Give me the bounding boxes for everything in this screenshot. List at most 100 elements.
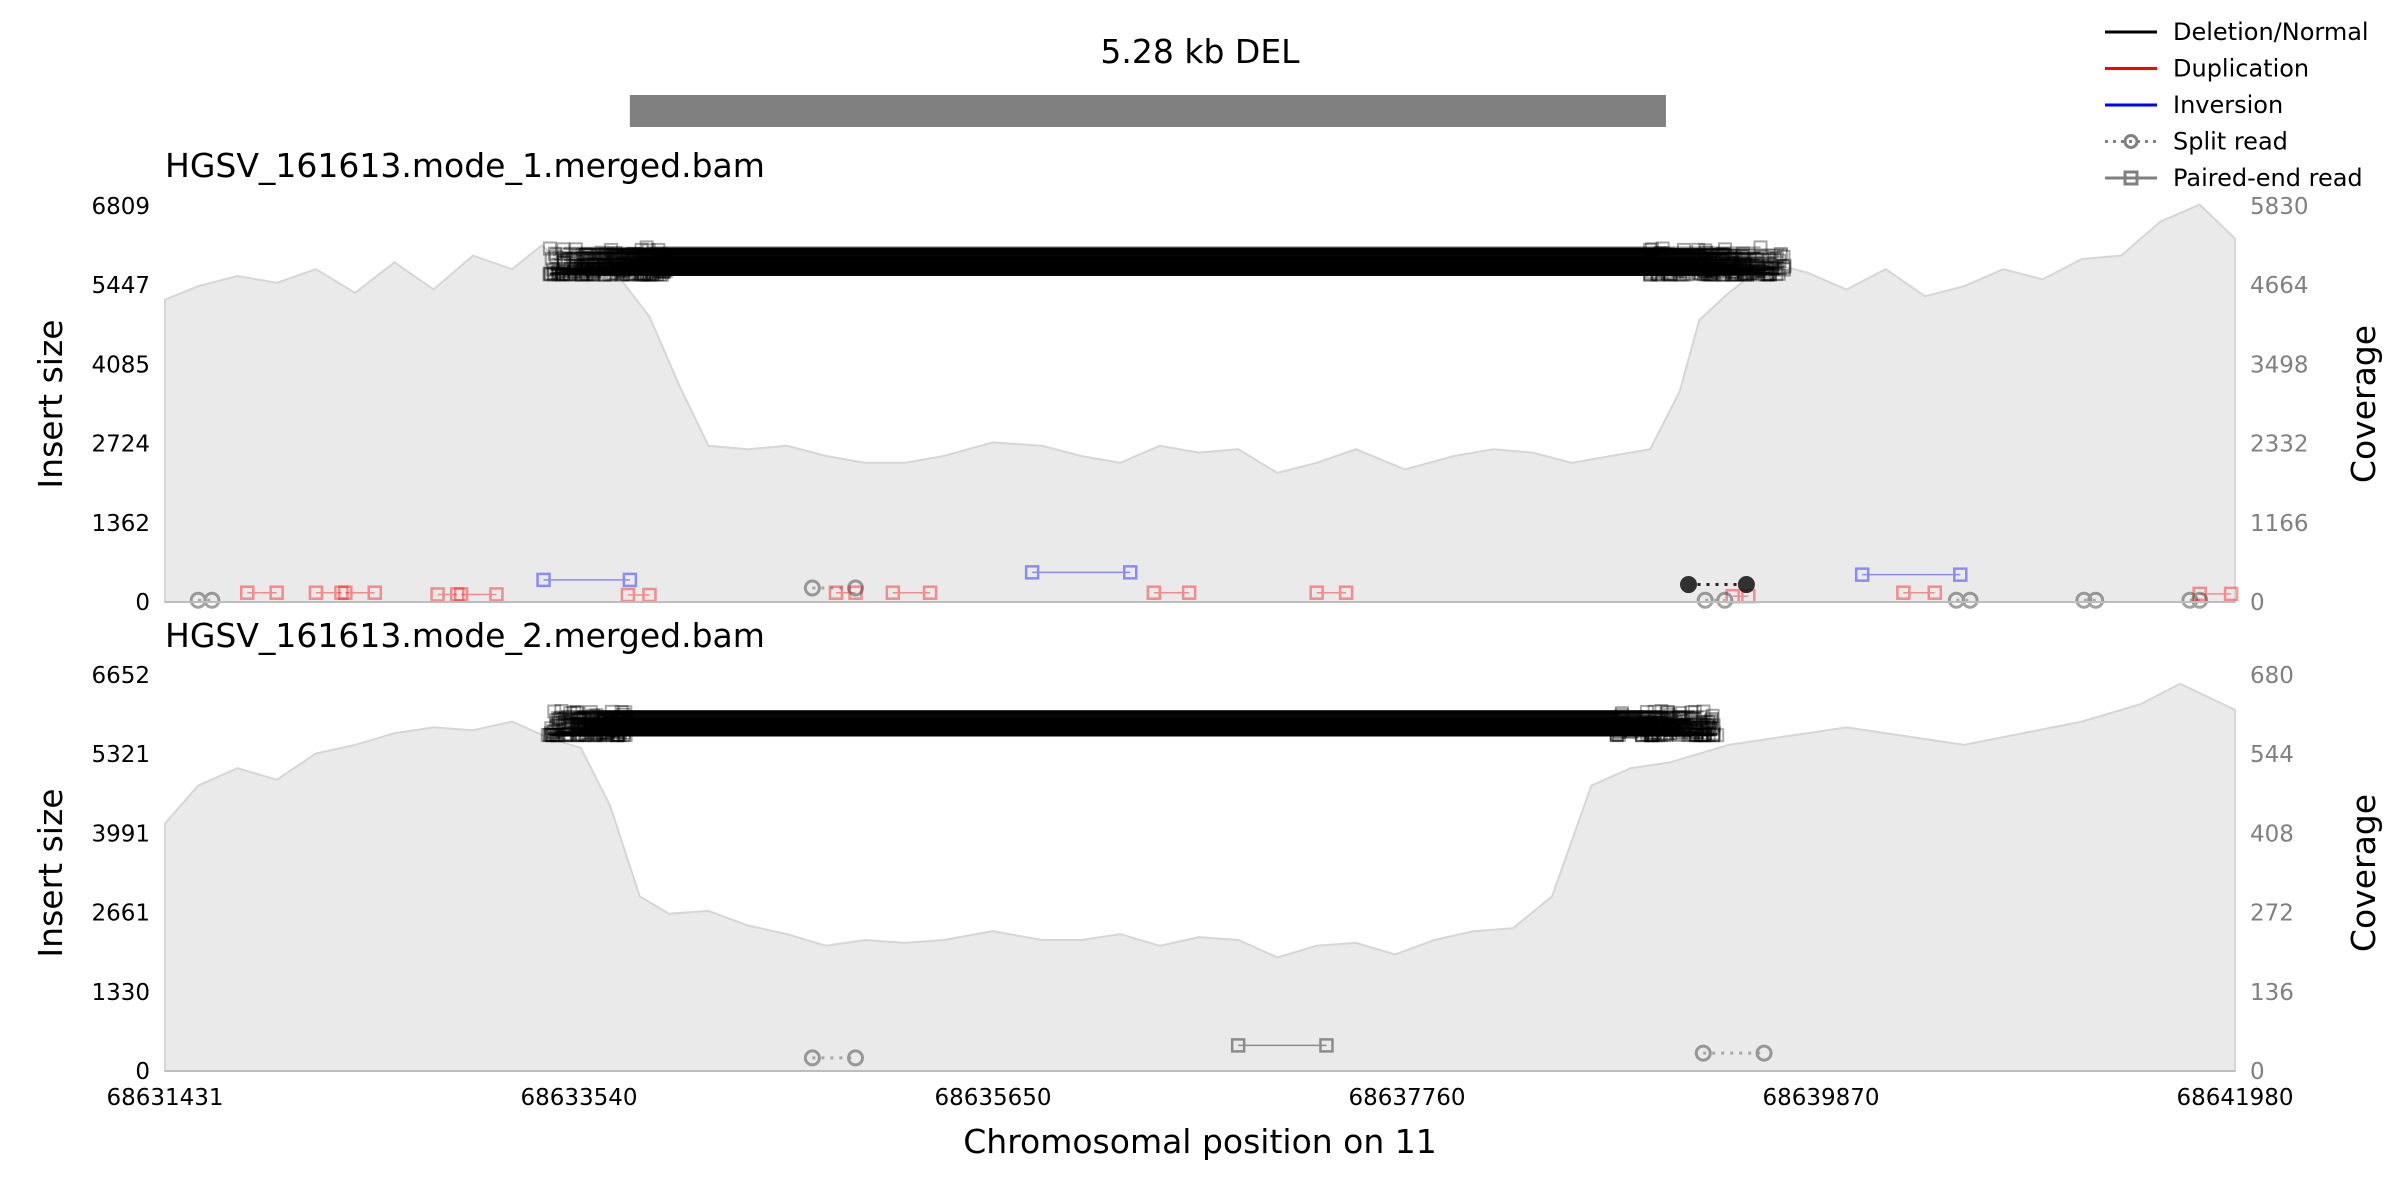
deletion-read-marker <box>1738 257 1753 272</box>
deletion-read-marker <box>634 242 649 257</box>
paired-read-marker <box>1854 567 1870 582</box>
deletion-read-marker <box>1776 262 1791 277</box>
deletion-read-marker <box>554 267 569 282</box>
deletion-read-marker <box>1689 728 1704 742</box>
deletion-read-marker <box>1647 704 1662 719</box>
deletion-read-marker <box>637 267 652 282</box>
deletion-read-marker <box>544 251 559 266</box>
deletion-read-marker <box>1660 265 1675 280</box>
deletion-read-marker <box>616 264 631 279</box>
deletion-read-marker <box>569 705 584 719</box>
deletion-read-marker <box>1643 267 1658 282</box>
paired-read-marker <box>430 587 445 602</box>
deletion-read-marker <box>1737 261 1752 276</box>
deletion-read-marker <box>652 264 666 279</box>
deletion-read-marker <box>588 728 602 743</box>
deletion-read-marker <box>1692 259 1707 274</box>
deletion-read-marker <box>1702 722 1717 737</box>
deletion-read-marker <box>1742 266 1757 281</box>
legend-entry: Inversion <box>2105 91 2283 119</box>
deletion-read-marker <box>556 255 571 270</box>
deletion-read-marker <box>1650 722 1665 737</box>
deletion-read-marker <box>1676 267 1691 282</box>
paired-read-marker <box>1319 1038 1334 1053</box>
deletion-read-marker <box>639 267 654 282</box>
y-tick-label: 5321 <box>91 742 150 768</box>
deletion-read-marker <box>1697 728 1712 743</box>
y2-tick-label: 272 <box>2250 901 2294 927</box>
deletion-read-marker <box>1650 720 1665 735</box>
deletion-read-marker <box>1744 266 1759 281</box>
deletion-read-marker <box>1755 264 1770 279</box>
deletion-read-marker <box>570 721 585 736</box>
deletion-read-marker <box>655 265 670 279</box>
y2-tick-label: 0 <box>2250 590 2265 616</box>
deletion-read-marker <box>1677 242 1691 257</box>
deletion-read-marker <box>1666 720 1681 735</box>
deletion-read-marker <box>1706 728 1721 743</box>
deletion-reads <box>540 704 1725 743</box>
deletion-read-marker <box>1659 728 1674 743</box>
deletion-read-marker <box>600 261 615 276</box>
deletion-read-marker <box>609 714 624 729</box>
deletion-read-marker <box>648 249 663 264</box>
split-read <box>2075 591 2105 609</box>
deletion-read-marker <box>598 728 613 743</box>
paired-read-marker <box>489 587 504 602</box>
legend-label: Inversion <box>2173 91 2283 119</box>
paired-read-marker <box>338 585 353 600</box>
deletion-read-marker <box>1689 724 1703 739</box>
deletion-read-marker <box>1639 715 1654 730</box>
deletion-read-marker <box>544 721 559 736</box>
deletion-read-marker <box>1644 728 1659 743</box>
deletion-read-marker <box>1729 260 1744 275</box>
y2-tick-label: 136 <box>2250 980 2294 1006</box>
deletion-read-marker <box>1701 715 1716 730</box>
deletion-read-marker <box>1675 724 1690 739</box>
deletion-read-marker <box>574 717 589 732</box>
deletion-read-marker <box>622 267 637 282</box>
deletion-read-marker <box>1724 267 1739 282</box>
deletion-read-marker <box>634 264 649 279</box>
deletion-read-marker <box>1650 266 1665 281</box>
deletion-read-marker <box>591 718 606 733</box>
deletion-read-marker <box>546 262 561 277</box>
deletion-read-marker <box>577 711 592 726</box>
deletion-read-marker <box>1729 267 1744 282</box>
deletion-read-marker <box>551 264 566 279</box>
deletion-read-marker <box>587 267 602 282</box>
x-tick-label: 68641980 <box>2176 1085 2293 1111</box>
deletion-read-marker <box>544 726 559 741</box>
paired-read-duplication <box>453 587 504 602</box>
y2-tick-label: 4664 <box>2250 273 2309 299</box>
deletion-read-marker <box>578 722 593 736</box>
coverage-area <box>164 682 2236 1072</box>
deletion-read-marker <box>1746 264 1761 278</box>
deletion-read-marker <box>1611 711 1626 726</box>
deletion-read-marker <box>1696 704 1711 719</box>
deletion-read-marker <box>563 706 578 721</box>
deletion-read-marker <box>1651 726 1666 741</box>
paired-read-duplication <box>1146 585 1197 600</box>
deletion-read-marker <box>1663 267 1678 282</box>
deletion-read-marker <box>1674 713 1689 728</box>
deletion-read-marker <box>1696 267 1711 282</box>
deletion-read-marker <box>578 728 593 743</box>
deletion-read-marker <box>1662 722 1677 736</box>
paired-read-marker <box>1122 565 1138 580</box>
deletion-read-marker <box>1660 267 1675 282</box>
deletion-read-marker <box>1734 266 1749 281</box>
deletion-read-marker <box>556 242 571 257</box>
deletion-read-marker <box>545 727 560 742</box>
deletion-reads <box>542 240 1792 282</box>
deletion-read-marker <box>1614 708 1629 723</box>
deletion-read-marker <box>1658 253 1673 268</box>
x-tick-label: 68633540 <box>520 1085 637 1111</box>
deletion-read-marker <box>1643 242 1657 257</box>
paired-read-marker <box>1309 585 1324 600</box>
deletion-read-marker <box>597 257 612 272</box>
deletion-read-marker <box>1646 728 1661 743</box>
deletion-read-marker <box>576 264 591 278</box>
legend-label: Split read <box>2173 128 2288 156</box>
deletion-read-marker <box>586 728 601 743</box>
